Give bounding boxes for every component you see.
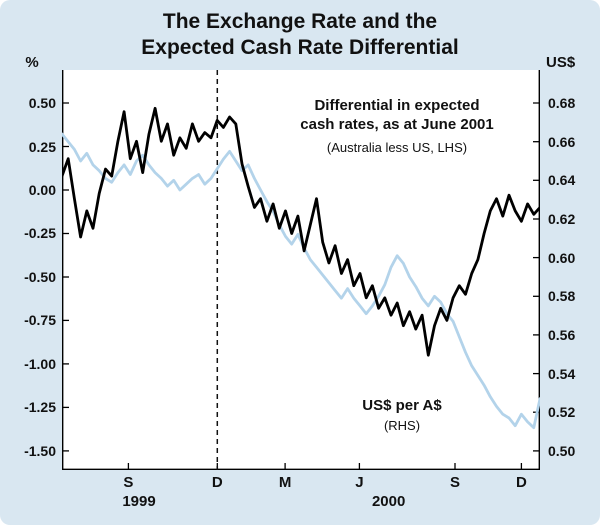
plot-svg [62,70,540,470]
x-axis-year-labels: 1999 2000 [62,493,540,510]
right-axis-tick-label: 0.66 [548,133,576,150]
x-axis-year-label: 2000 [371,493,406,510]
chart-title-line2: Expected Cash Rate Differential [141,36,459,59]
left-axis-tick-label: -0.75 [24,312,56,329]
chart-title: The Exchange Rate and the Expected Cash … [0,9,600,61]
x-axis-month-label: M [278,474,292,491]
x-axis-month-label: S [450,474,461,491]
right-axis-tick-label: 0.64 [548,172,576,189]
left-axis-unit: % [25,54,39,71]
left-axis-tick-label: 0.25 [28,138,56,155]
x-axis-year-label: 1999 [122,493,156,510]
right-axis-tick-label: 0.68 [548,95,576,112]
right-axis-tick-label: 0.60 [548,249,576,266]
chart-title-line1: The Exchange Rate and the [162,10,438,33]
exchange-rate-annotation-sublabel: (RHS) [383,418,421,433]
left-axis-tick-label: -0.25 [24,225,56,242]
right-axis-tick-label: 0.62 [548,210,576,227]
left-axis-tick-label: -1.00 [24,355,56,372]
left-axis-tick-label: 0.00 [28,182,56,198]
differential-annotation-sublabel: (Australia less US, LHS) [326,140,468,155]
left-axis-tick-label: -0.50 [24,268,56,285]
right-axis-tick-labels: 0.68 0.66 0.64 0.62 0.60 0.58 0.56 0.54 0.52 0.50 [544,70,598,470]
differential-annotation: Differential in expected cash rates, as … [254,96,540,156]
right-axis-tick-label: 0.50 [548,442,576,459]
x-axis-month-label: S [123,474,134,491]
right-axis-tick-label: 0.54 [548,365,576,382]
differential-annotation-line1: Differential in expected [314,97,480,114]
differential-annotation-line2: cash rates, as at June 2001 [300,116,494,133]
right-axis-unit: US$ [546,54,576,71]
plot-area: Differential in expected cash rates, as … [62,70,540,470]
x-axis-month-label: J [355,474,364,491]
right-axis-tick-label: 0.56 [548,326,576,343]
left-axis-tick-label: 0.50 [28,95,56,112]
left-axis-tick-labels: 0.50 0.25 0.00 -0.25 -0.50 -0.75 -1.00 -1.25 -1.… [8,70,56,470]
x-axis-month-label: D [515,474,527,491]
x-axis-month-label: D [211,474,223,491]
exchange-rate-annotation: US$ per A$ (RHS) [317,396,487,434]
left-axis-tick-label: -1.25 [24,399,56,416]
exchange-rate-annotation-label: US$ per A$ [362,397,442,414]
right-axis-tick-label: 0.52 [548,404,576,421]
right-axis-tick-label: 0.58 [548,288,576,305]
left-axis-tick-label: -1.50 [24,442,56,459]
differential-line [62,106,540,357]
